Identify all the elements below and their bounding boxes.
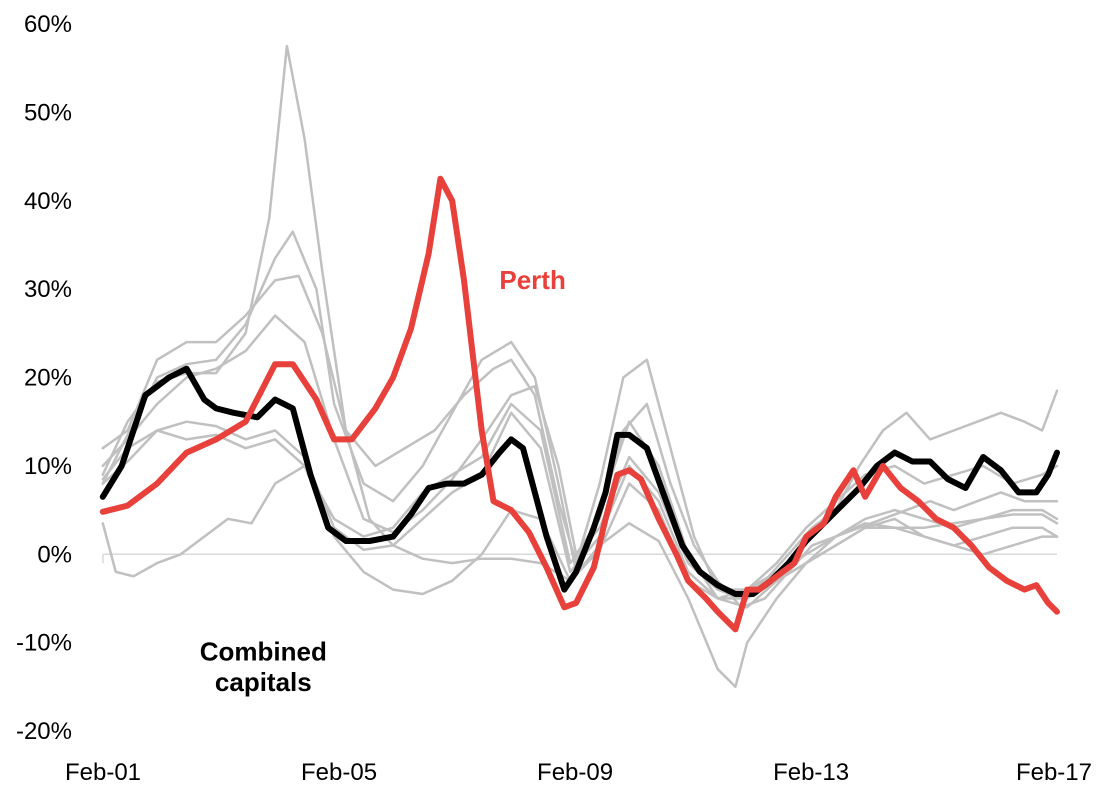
series-lines <box>99 44 1060 689</box>
y-tick-label: -10% <box>16 630 72 657</box>
combined-capitals-series-line <box>99 365 1060 597</box>
series-annotation-label: Combined <box>200 636 327 666</box>
y-tick-label: 20% <box>24 365 72 392</box>
city-series-line <box>101 274 1059 600</box>
y-axis-tick-labels: -20% -10% 0% 10% 20% 30% 40% 50% 60% <box>16 11 72 745</box>
y-tick-label: -20% <box>16 718 72 745</box>
x-tick-label: Feb-09 <box>537 759 613 786</box>
x-tick-label: Feb-01 <box>65 759 141 786</box>
series-annotation-label: Perth <box>499 265 565 295</box>
y-tick-label: 10% <box>24 453 72 480</box>
x-tick-label: Feb-17 <box>1016 759 1092 786</box>
y-tick-label: 50% <box>24 99 72 126</box>
y-tick-label: 0% <box>37 541 72 568</box>
y-tick-label: 40% <box>24 188 72 215</box>
y-tick-label: 30% <box>24 276 72 303</box>
x-tick-label: Feb-13 <box>773 759 849 786</box>
city-series-line <box>101 464 1059 609</box>
y-tick-label: 60% <box>24 11 72 38</box>
series-annotation-label: capitals <box>215 667 312 697</box>
x-tick-label: Feb-05 <box>301 759 377 786</box>
perth-series-line <box>99 175 1060 633</box>
x-axis-tick-labels: Feb-01 Feb-05 Feb-09 Feb-13 Feb-17 <box>65 759 1092 786</box>
